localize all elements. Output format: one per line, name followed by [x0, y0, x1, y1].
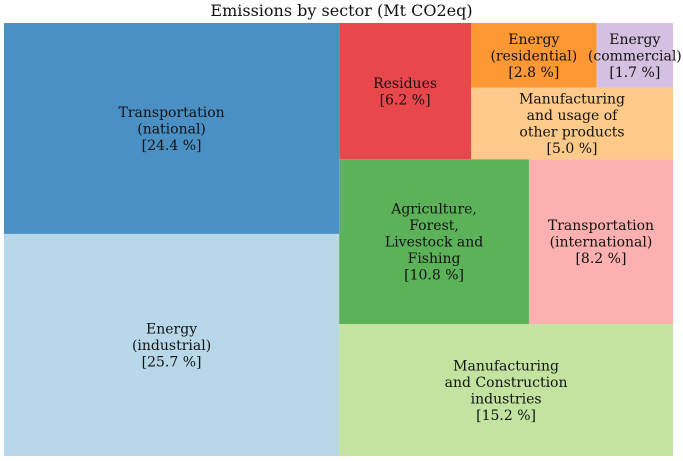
treemap-label: Energy (industrial) [25.7 %]: [132, 321, 211, 370]
treemap-label: Residues [6.2 %]: [373, 76, 437, 109]
treemap-tile: Energy (commercial) [1.7 %]: [588, 23, 682, 88]
treemap-label: Transportation (national) [24.4 %]: [118, 105, 224, 154]
treemap-rect: [4, 233, 340, 456]
treemap-rect: [4, 23, 340, 234]
treemap-label: Manufacturing and usage of other products[…: [519, 92, 625, 158]
treemap-rect: [471, 23, 597, 88]
treemap-rect: [528, 159, 673, 325]
treemap-rect: [471, 87, 673, 160]
treemap-tile: Transportation (national) [24.4 %]: [4, 23, 340, 234]
treemap-rect: [339, 23, 471, 160]
treemap-label: Transportation (international) [8.2 %]: [548, 218, 654, 267]
treemap-tile: Energy (residential) [2.8 %]: [471, 23, 597, 88]
treemap-tile: Manufacturing and usage of other products[…: [471, 87, 673, 160]
treemap-label: Agriculture, Forest, Livestock and Fishing[…: [385, 202, 483, 284]
chart-title: Emissions by sector (Mt CO2eq): [210, 1, 473, 20]
treemap-tile: Agriculture, Forest, Livestock and Fishing[…: [339, 159, 529, 325]
treemap-rect: [339, 324, 673, 456]
treemap-tile: Residues [6.2 %]: [339, 23, 471, 160]
treemap-label: Energy (residential) [2.8 %]: [490, 32, 577, 81]
treemap-tile: Energy (industrial) [25.7 %]: [4, 233, 340, 456]
treemap-label: Manufacturing and Construction industries[…: [445, 358, 568, 424]
treemap-tile: Manufacturing and Construction industries[…: [339, 324, 673, 456]
treemap-label: Energy (commercial) [1.7 %]: [588, 32, 682, 81]
treemap-rect: [339, 159, 529, 325]
treemap-tile: Transportation (international) [8.2 %]: [528, 159, 673, 325]
treemap-rect: [596, 23, 673, 88]
